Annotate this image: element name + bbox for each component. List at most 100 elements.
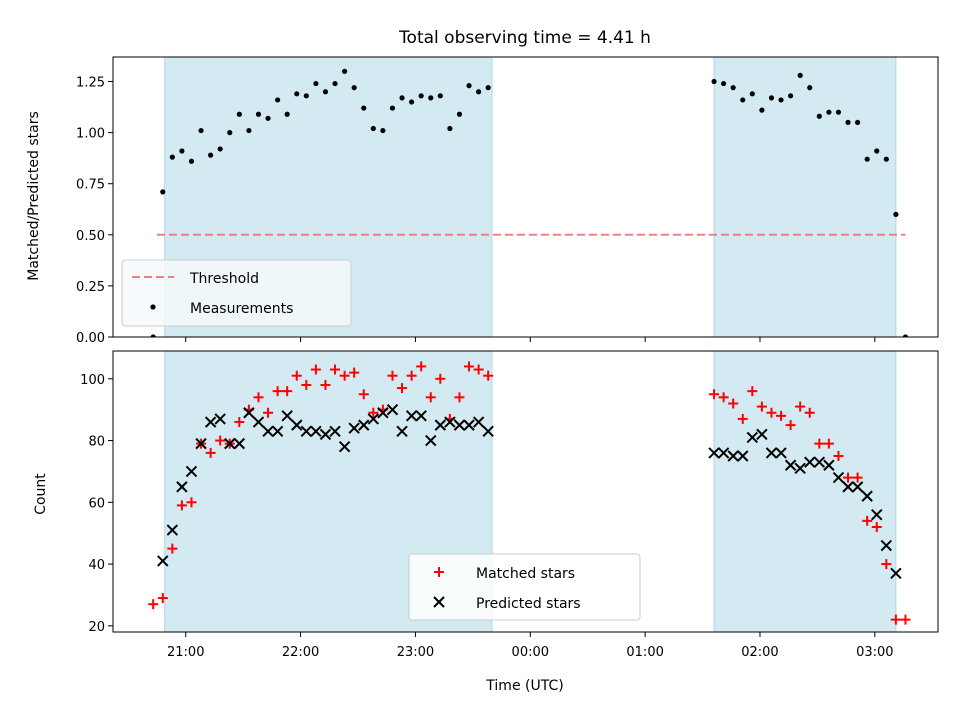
- predicted-stars-point: [444, 416, 456, 428]
- measurement-point: [313, 80, 319, 87]
- matched-stars-point: [823, 438, 834, 449]
- measurement-point: [179, 148, 185, 154]
- matched-stars-point: [157, 593, 168, 604]
- predicted-stars-point: [405, 410, 418, 422]
- matched-stars-point: [282, 386, 293, 397]
- measurement-point: [160, 189, 166, 195]
- count-shaded-window-2: [714, 351, 896, 632]
- predicted-stars-point: [300, 425, 313, 437]
- predicted-stars-point: [708, 447, 720, 459]
- predicted-stars-point: [310, 425, 322, 437]
- matched-stars-point: [900, 614, 911, 625]
- measurement-point: [485, 85, 491, 91]
- predicted-stars-point: [348, 422, 360, 434]
- count-y-tick-label: 80: [88, 435, 105, 450]
- matched-stars-point: [368, 407, 379, 418]
- measurement-point: [778, 97, 784, 103]
- count-panel: 20 40 60 80 100 21:00 22:00 23:00 00:00 01:00 02:0…: [33, 350, 939, 694]
- matched-stars-point: [737, 413, 748, 424]
- matched-stars-point: [881, 559, 892, 570]
- measurement-point: [275, 97, 281, 103]
- measurement-point: [864, 156, 870, 162]
- matched-stars-point: [272, 386, 283, 397]
- ratio-y-tick-label: 0.75: [76, 178, 105, 193]
- measurement-point: [303, 93, 309, 99]
- predicted-stars-point: [271, 425, 284, 437]
- predicted-stars-point: [832, 471, 845, 484]
- predicted-stars-point: [319, 428, 332, 441]
- predicted-stars-point: [281, 410, 293, 422]
- measurement-point: [236, 111, 242, 117]
- matched-stars-point: [843, 472, 854, 483]
- measurement-point: [788, 93, 794, 99]
- measurement-point: [740, 97, 746, 103]
- predicted-stars-point: [214, 413, 226, 425]
- measurement-point: [447, 125, 453, 132]
- predicted-stars-point: [434, 419, 447, 431]
- predicted-stars-point: [727, 450, 739, 462]
- ratio-frame: [112, 56, 939, 338]
- measurement-point: [188, 158, 195, 164]
- measurement-point: [476, 89, 482, 95]
- predicted-stars-point: [176, 481, 188, 493]
- matched-stars-point: [234, 417, 245, 428]
- ratio-panel: Total observing time = 4.41 h 0.00 0.25 0.…: [26, 28, 939, 346]
- matched-stars-point: [454, 392, 465, 403]
- measurement-point: [749, 91, 755, 97]
- predicted-stars-point: [386, 403, 399, 416]
- matched-stars-point: [167, 543, 178, 554]
- ratio-y-tick-label: 0.50: [76, 229, 105, 244]
- measurement-point: [730, 85, 736, 91]
- predicted-stars-point: [358, 419, 370, 431]
- measurement-point: [437, 93, 443, 99]
- measurement-point: [816, 113, 822, 119]
- measurement-point: [217, 146, 223, 152]
- matched-stars-point: [776, 410, 787, 421]
- predicted-stars-point: [871, 508, 883, 521]
- predicted-stars-point: [166, 524, 179, 536]
- matched-stars-point: [310, 364, 321, 375]
- measurement-point: [874, 148, 880, 154]
- count-marks: [148, 361, 911, 625]
- predicted-stars-point: [823, 459, 835, 471]
- measurement-point: [284, 111, 290, 117]
- matched-stars-point: [435, 373, 446, 384]
- predicted-stars-point: [842, 481, 854, 493]
- measurement-point: [826, 109, 832, 115]
- matched-stars-point: [358, 389, 369, 400]
- predicted-stars-point: [775, 447, 787, 459]
- predicted-stars-point: [425, 434, 437, 447]
- predicted-stars-point: [851, 481, 864, 493]
- measurement-point: [332, 80, 338, 87]
- predicted-stars-point: [482, 425, 494, 437]
- matched-stars-point: [814, 438, 825, 449]
- predicted-stars-point: [291, 419, 303, 431]
- predicted-legend-swatch: [433, 596, 445, 608]
- count-legend: Matched stars Predicted stars: [408, 553, 641, 621]
- measurement-point: [418, 93, 424, 99]
- measurement-point: [835, 109, 842, 115]
- measurement-point: [428, 95, 434, 101]
- measurement-point: [198, 127, 204, 134]
- predicted-stars-point: [377, 407, 389, 419]
- predicted-stars-point: [453, 419, 466, 431]
- predicted-stars-point: [252, 416, 265, 428]
- matched-stars-point: [464, 361, 475, 372]
- matched-stars-point: [804, 407, 815, 418]
- measurement-point: [466, 83, 472, 89]
- measurement-point: [711, 78, 717, 85]
- matched-stars-point: [747, 386, 758, 397]
- ratio-y-tick-label: 1.25: [76, 76, 105, 91]
- matched-stars-point: [387, 370, 398, 381]
- predicted-stars-point: [262, 425, 274, 437]
- matched-stars-point: [416, 361, 427, 372]
- measurement-point: [759, 107, 765, 113]
- matched-stars-point: [186, 497, 197, 508]
- predicted-stars-point: [415, 410, 427, 422]
- matched-stars-point: [253, 392, 264, 403]
- matched-stars-point: [766, 407, 777, 418]
- predicted-stars-point: [880, 539, 893, 552]
- matched-stars-point: [215, 435, 226, 446]
- count-y-tick-label: 40: [88, 558, 105, 573]
